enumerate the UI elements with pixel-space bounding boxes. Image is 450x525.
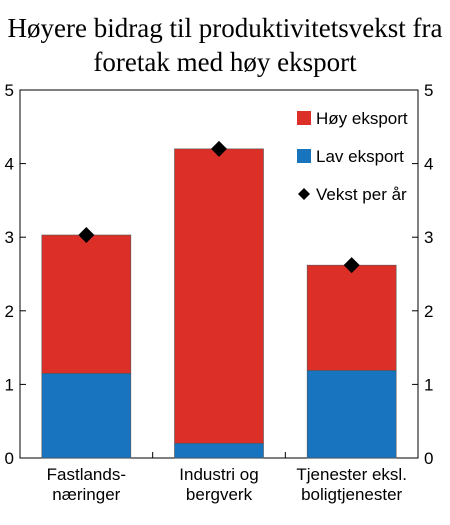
- bar-lav-eksport: [41, 373, 132, 459]
- y-tick-label-left: 1: [5, 375, 14, 394]
- category-label: Fastlands-: [47, 465, 126, 484]
- y-tick-label-left: 0: [5, 449, 14, 468]
- y-tick-label-left: 2: [5, 302, 14, 321]
- y-tick-label-right: 4: [424, 155, 433, 174]
- plot-area: 0 0 1 1 2 2 3 3 4 4 5 5 Fastlands-næringer Industri o…: [5, 81, 434, 504]
- bar-lav-eksport: [174, 442, 264, 459]
- legend: Høy eksport Lav eksport Vekst per år: [297, 109, 408, 204]
- y-tick-label-left: 5: [5, 81, 14, 100]
- legend-swatch-lav-eksport: [297, 149, 311, 163]
- legend-label-lav-eksport: Lav eksport: [316, 147, 404, 166]
- legend-label-h-y-eksport: Høy eksport: [316, 109, 408, 128]
- bar-h-y-eksport: [306, 264, 397, 371]
- category-label: Industri og: [179, 465, 258, 484]
- y-tick-label-right: 0: [424, 449, 433, 468]
- y-tick-label-right: 3: [424, 228, 433, 247]
- y-tick-label-right: 1: [424, 375, 433, 394]
- category-label: Tjenester eksl.: [296, 465, 407, 484]
- bar-h-y-eksport: [41, 234, 132, 374]
- marker-vekst-per-ar: [343, 257, 360, 274]
- bar-h-y-eksport: [174, 148, 264, 444]
- legend-label-vekst-per-r: Vekst per år: [316, 185, 407, 204]
- legend-swatch-h-y-eksport: [297, 111, 311, 125]
- category-label: bergverk: [186, 485, 253, 504]
- marker-vekst-per-ar: [78, 226, 95, 243]
- y-tick-label-right: 5: [424, 81, 433, 100]
- legend-marker-vekst-per-r: [298, 188, 310, 200]
- y-tick-label-left: 4: [5, 155, 14, 174]
- y-tick-label-right: 2: [424, 302, 433, 321]
- category-label: boligtjenester: [301, 485, 402, 504]
- bar-lav-eksport: [306, 370, 397, 459]
- chart-title-line-1: Høyere bidrag til produktivitetsvekst fr…: [8, 13, 443, 43]
- marker-vekst-per-ar: [211, 140, 227, 157]
- chart-title-line-2: foretak med høy eksport: [93, 47, 357, 77]
- y-tick-label-left: 3: [5, 228, 14, 247]
- category-label: næringer: [52, 485, 120, 504]
